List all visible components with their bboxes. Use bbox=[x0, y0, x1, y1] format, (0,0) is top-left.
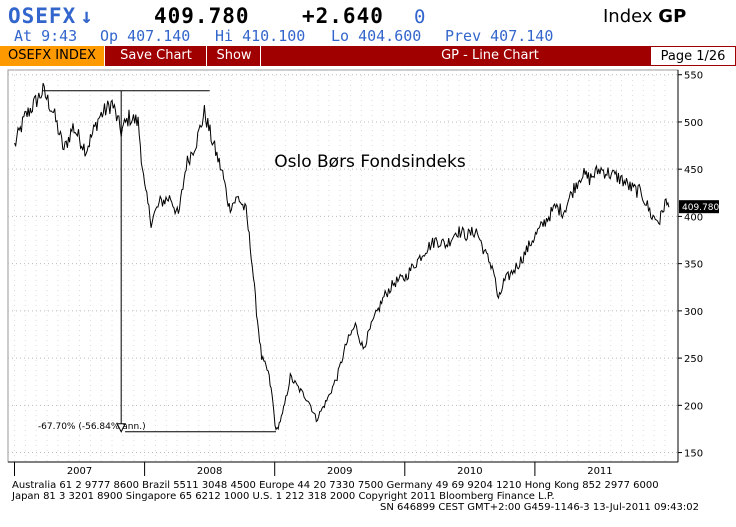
security-header: OSEFX ↓ 409.780 +2.640 0 Index GP bbox=[0, 0, 736, 28]
y-tick-label: 550 bbox=[684, 71, 703, 82]
y-tick-label: 400 bbox=[684, 212, 703, 223]
y-tick-label: 350 bbox=[684, 260, 703, 271]
quote-open: Op 407.140 bbox=[100, 27, 191, 45]
chart-title: Oslo Børs Fondsindeks bbox=[274, 152, 466, 172]
annotation-label: -67.70% (-56.84% ann.) bbox=[38, 422, 146, 432]
security-button[interactable]: OSEFX INDEX bbox=[0, 46, 105, 66]
x-tick-label: 2008 bbox=[197, 466, 222, 477]
last-value-label: 409.780 bbox=[682, 203, 719, 213]
line-chart: -67.70% (-56.84% ann.) 150 200 250 300 350 40… bbox=[0, 66, 736, 478]
y-tick-label: 200 bbox=[684, 401, 703, 412]
y-axis: 150 200 250 300 350 400 450 500 550 409.780 bbox=[677, 70, 719, 462]
function-label: Index GP bbox=[603, 6, 686, 27]
chart-grid bbox=[7, 69, 679, 463]
save-chart-button[interactable]: Save Chart bbox=[106, 46, 207, 66]
x-tick-label: 2009 bbox=[327, 466, 352, 477]
last-price: 409.780 bbox=[154, 4, 250, 28]
annotation-arrow-icon bbox=[116, 423, 126, 433]
footer-line-1: Australia 61 2 9777 8600 Brazil 5511 304… bbox=[12, 480, 659, 491]
quote-low: Lo 404.600 bbox=[331, 27, 422, 45]
page-indicator[interactable]: Page 1/26 bbox=[650, 46, 736, 66]
chart-series bbox=[14, 83, 670, 431]
ticker-symbol[interactable]: OSEFX ↓ bbox=[8, 4, 94, 28]
y-tick-label: 150 bbox=[684, 449, 703, 460]
function-key: GP bbox=[658, 6, 687, 27]
footer-line-2: Japan 81 3 3201 8900 Singapore 65 6212 1… bbox=[12, 491, 555, 502]
last-value-box bbox=[679, 200, 719, 214]
function-toolbar: OSEFX INDEX Save Chart Show GP - Line Ch… bbox=[0, 46, 736, 66]
chart-annotation: -67.70% (-56.84% ann.) bbox=[38, 90, 276, 433]
quote-prev: Prev 407.140 bbox=[445, 27, 554, 45]
quote-high: Hi 410.100 bbox=[215, 27, 306, 45]
net-change: +2.640 bbox=[302, 4, 384, 28]
type-prefix: Index bbox=[603, 6, 653, 27]
quote-line: At 9:43 Op 407.140 Hi 410.100 Lo 404.600… bbox=[0, 27, 736, 45]
y-tick-label: 250 bbox=[684, 354, 703, 365]
y-tick-label: 450 bbox=[684, 165, 703, 176]
y-tick-label: 300 bbox=[684, 307, 703, 318]
x-tick-label: 2011 bbox=[587, 466, 612, 477]
change-indicator: 0 bbox=[414, 6, 426, 28]
x-tick-label: 2010 bbox=[457, 466, 482, 477]
show-button[interactable]: Show bbox=[208, 46, 261, 66]
x-axis: 2007 2008 2009 2010 2011 bbox=[8, 461, 678, 477]
down-arrow-icon: ↓ bbox=[80, 4, 94, 28]
ticker-text: OSEFX bbox=[8, 4, 77, 28]
quote-time: At 9:43 bbox=[14, 27, 78, 45]
series-line bbox=[14, 83, 670, 431]
chart-background bbox=[0, 66, 736, 478]
x-tick-label: 2007 bbox=[67, 466, 92, 477]
chart-type-title: GP - Line Chart bbox=[441, 48, 539, 63]
footer-line-3: SN 646899 CEST GMT+2:00 G459-1146-3 13-J… bbox=[380, 502, 699, 513]
y-tick-label: 500 bbox=[684, 118, 703, 129]
